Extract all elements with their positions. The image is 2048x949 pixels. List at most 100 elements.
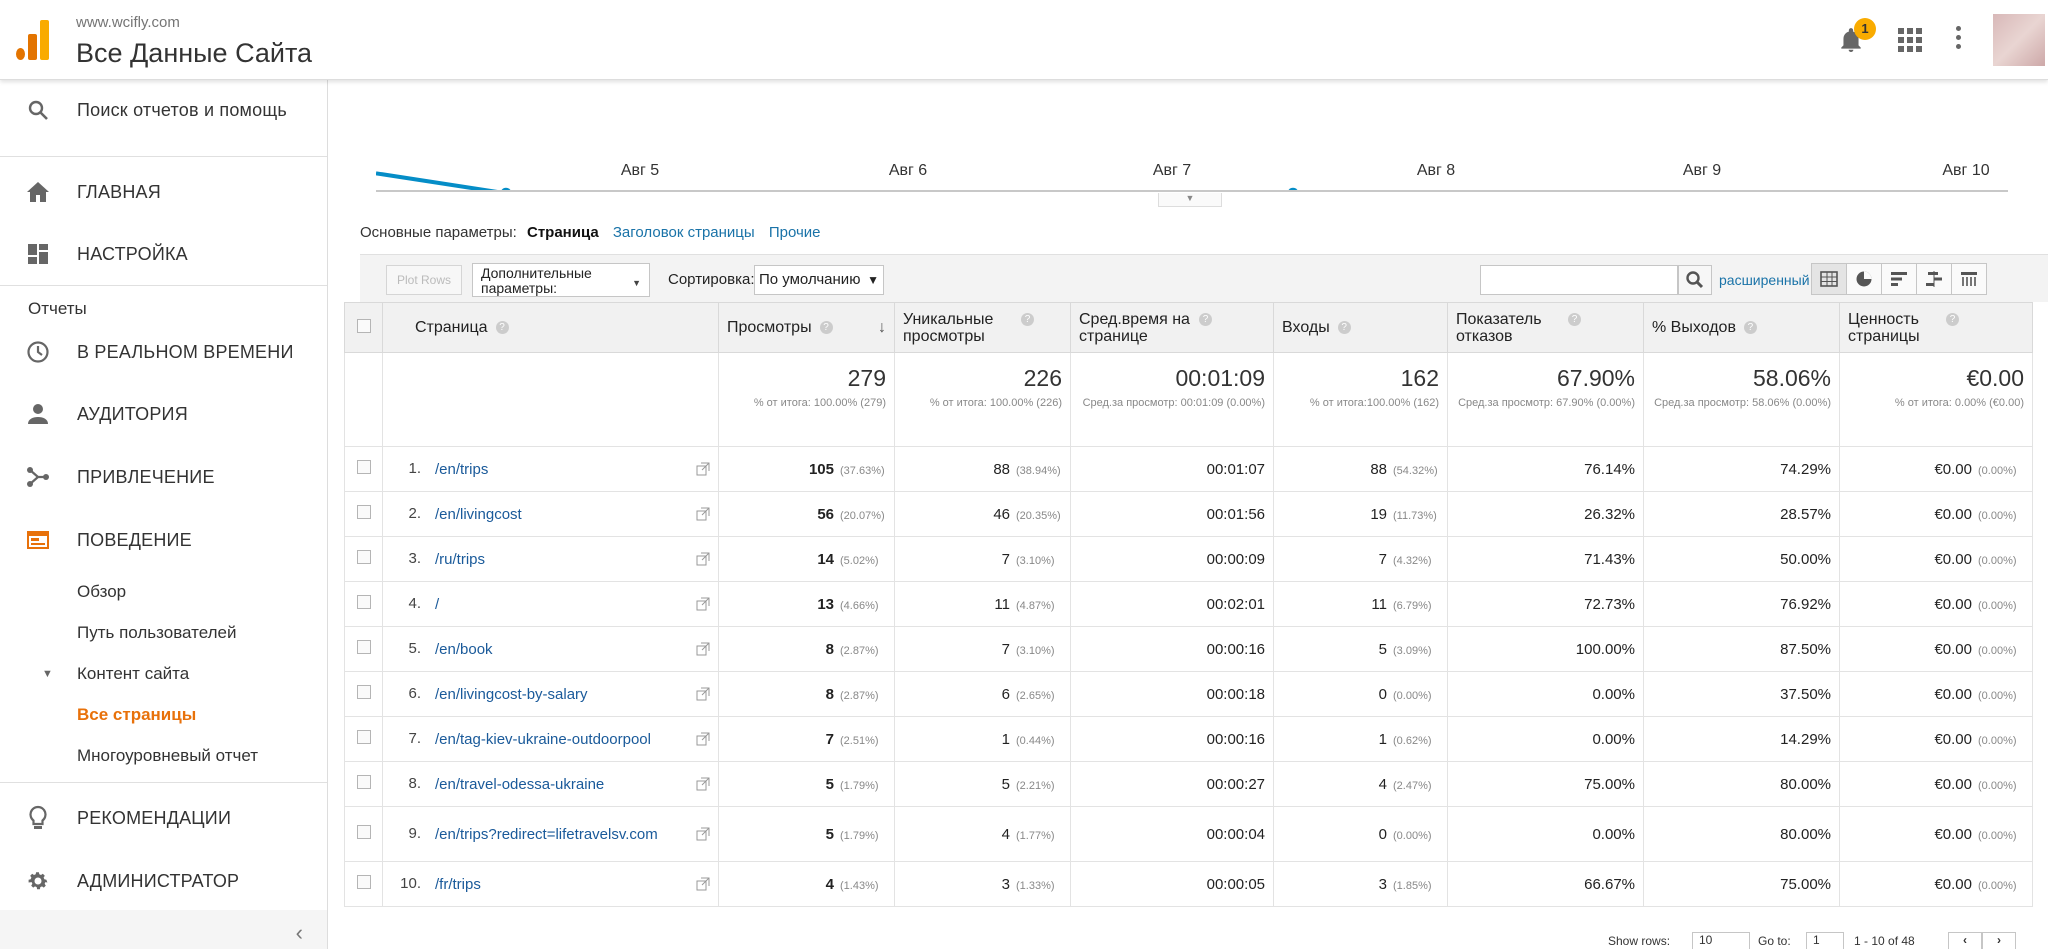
row-checkbox-cell[interactable] <box>344 626 383 672</box>
show-rows-select[interactable]: 10 <box>1692 932 1750 949</box>
page-link[interactable]: /en/trips <box>435 460 489 478</box>
user-avatar[interactable] <box>1993 14 2045 66</box>
external-link-icon[interactable] <box>696 732 710 746</box>
external-link-icon[interactable] <box>696 462 710 476</box>
row-checkbox-cell[interactable] <box>344 671 383 717</box>
chevron-left-icon[interactable]: ‹ <box>295 920 303 945</box>
row-checkbox[interactable] <box>356 775 371 789</box>
col-unique-pageviews[interactable]: Уникальные просмотры? <box>894 302 1071 353</box>
external-link-icon[interactable] <box>696 827 710 841</box>
external-link-icon[interactable] <box>696 507 710 521</box>
sidebar-item-behavior[interactable]: ПОВЕДЕНИЕ <box>0 510 327 570</box>
row-checkbox-cell[interactable] <box>344 761 383 807</box>
dimension-page-title[interactable]: Заголовок страницы <box>612 224 755 241</box>
row-checkbox[interactable] <box>356 685 371 699</box>
sidebar-item-realtime[interactable]: В РЕАЛЬНОМ ВРЕМЕНИ <box>0 322 327 382</box>
apps-grid-icon[interactable] <box>1898 28 1922 52</box>
page-link[interactable]: /fr/trips <box>435 875 481 893</box>
sidebar-subitem-all-pages[interactable]: Все страницы <box>77 705 197 724</box>
row-checkbox-cell[interactable] <box>344 581 383 627</box>
secondary-dimension-dropdown[interactable]: Дополнительные параметры: ▼ <box>472 263 650 297</box>
dimension-page[interactable]: Страница <box>526 224 599 241</box>
table-view-icon[interactable] <box>1811 263 1847 295</box>
row-checkbox-cell[interactable] <box>344 491 383 537</box>
sidebar-subitem-site-content[interactable]: Контент сайта <box>77 664 190 683</box>
select-all-checkbox-cell[interactable] <box>344 302 383 353</box>
sidebar-item-customization[interactable]: НАСТРОЙКА <box>0 224 327 284</box>
row-checkbox-cell[interactable] <box>344 806 383 862</box>
row-checkbox[interactable] <box>356 640 371 654</box>
help-icon[interactable]: ? <box>1743 321 1757 335</box>
chart-resize-handle[interactable]: ▼ <box>1158 193 1222 207</box>
row-checkbox-cell[interactable] <box>344 716 383 762</box>
row-checkbox[interactable] <box>356 460 371 474</box>
page-link[interactable]: /en/trips?redirect=lifetravelsv.com <box>435 825 658 843</box>
sidebar-item-home[interactable]: ГЛАВНАЯ <box>0 162 327 222</box>
goto-input[interactable]: 1 <box>1806 932 1844 949</box>
row-checkbox-cell[interactable] <box>344 861 383 907</box>
search-button[interactable] <box>1678 265 1712 295</box>
col-page-value[interactable]: Ценность страницы? <box>1839 302 2033 353</box>
row-checkbox[interactable] <box>356 875 371 889</box>
col-pageviews[interactable]: Просмотры? ↓ <box>718 302 895 353</box>
help-icon[interactable]: ? <box>1199 312 1212 326</box>
prev-page-button[interactable]: ‹ <box>1948 932 1982 949</box>
row-checkbox[interactable] <box>356 825 371 839</box>
col-bounce-rate[interactable]: Показатель отказов? <box>1447 302 1644 353</box>
row-checkbox-cell[interactable] <box>344 446 383 492</box>
sidebar-subitem-user-flow[interactable]: Путь пользователей <box>77 623 237 642</box>
external-link-icon[interactable] <box>696 687 710 701</box>
page-link[interactable]: /en/book <box>435 640 493 658</box>
sidebar-item-admin[interactable]: АДМИНИСТРАТОР <box>0 851 327 911</box>
advanced-filter-link[interactable]: расширенный <box>1719 272 1810 288</box>
col-entrances[interactable]: Входы? <box>1273 302 1448 353</box>
sidebar-item-audience[interactable]: АУДИТОРИЯ <box>0 384 327 444</box>
external-link-icon[interactable] <box>696 597 710 611</box>
select-all-checkbox[interactable] <box>356 318 371 333</box>
page-link[interactable]: /en/tag-kiev-ukraine-outdoorpool <box>435 730 651 748</box>
more-options-icon[interactable] <box>1956 26 1964 54</box>
view-selector-title[interactable]: Все Данные Сайта <box>76 38 313 68</box>
help-icon[interactable]: ? <box>1337 321 1351 335</box>
page-link[interactable]: /en/livingcost <box>435 505 522 523</box>
pivot-view-icon[interactable] <box>1951 263 1987 295</box>
comparison-view-icon[interactable] <box>1916 263 1952 295</box>
sidebar-subitem-drilldown[interactable]: Многоуровневый отчет <box>77 746 259 765</box>
external-link-icon[interactable] <box>696 552 710 566</box>
plot-rows-button[interactable]: Plot Rows <box>386 265 462 295</box>
page-link[interactable]: /en/livingcost-by-salary <box>435 685 588 703</box>
table-filter-input[interactable] <box>1480 265 1678 295</box>
row-checkbox[interactable] <box>356 550 371 564</box>
dimension-other[interactable]: Прочие <box>768 224 821 241</box>
row-checkbox[interactable] <box>356 730 371 744</box>
sidebar-item-acquisition[interactable]: ПРИВЛЕЧЕНИЕ <box>0 447 327 507</box>
next-page-button[interactable]: › <box>1982 932 2016 949</box>
external-link-icon[interactable] <box>696 777 710 791</box>
sidebar-subitem-overview[interactable]: Обзор <box>77 582 127 601</box>
pie-view-icon[interactable] <box>1846 263 1882 295</box>
help-icon[interactable]: ? <box>819 321 833 335</box>
row-checkbox-cell[interactable] <box>344 536 383 582</box>
sidebar-search[interactable]: Поиск отчетов и помощь <box>0 80 327 140</box>
data-point[interactable] <box>501 187 512 190</box>
help-icon[interactable]: ? <box>1946 312 1959 326</box>
help-icon[interactable]: ? <box>495 321 509 335</box>
page-link[interactable]: /ru/trips <box>435 550 486 568</box>
row-checkbox[interactable] <box>356 505 371 519</box>
external-link-icon[interactable] <box>696 877 710 891</box>
col-page[interactable]: Страница? <box>382 302 719 353</box>
performance-view-icon[interactable] <box>1881 263 1917 295</box>
sidebar-collapse-bar[interactable]: ‹ <box>0 910 327 949</box>
col-exit-pct[interactable]: % Выходов? <box>1643 302 1840 353</box>
sort-type-select[interactable]: По умолчанию ▼ <box>754 265 884 295</box>
page-link[interactable]: / <box>435 595 440 613</box>
sidebar-item-discover[interactable]: РЕКОМЕНДАЦИИ <box>0 788 327 848</box>
col-avg-time[interactable]: Сред.время на странице? <box>1070 302 1274 353</box>
analytics-logo-icon[interactable] <box>16 20 50 60</box>
page-link[interactable]: /en/travel-odessa-ukraine <box>435 775 605 793</box>
external-link-icon[interactable] <box>696 642 710 656</box>
help-icon[interactable]: ? <box>1568 312 1581 326</box>
help-icon[interactable]: ? <box>1021 312 1034 326</box>
row-checkbox[interactable] <box>356 595 371 609</box>
expand-triangle-icon[interactable]: ▼ <box>42 668 53 680</box>
